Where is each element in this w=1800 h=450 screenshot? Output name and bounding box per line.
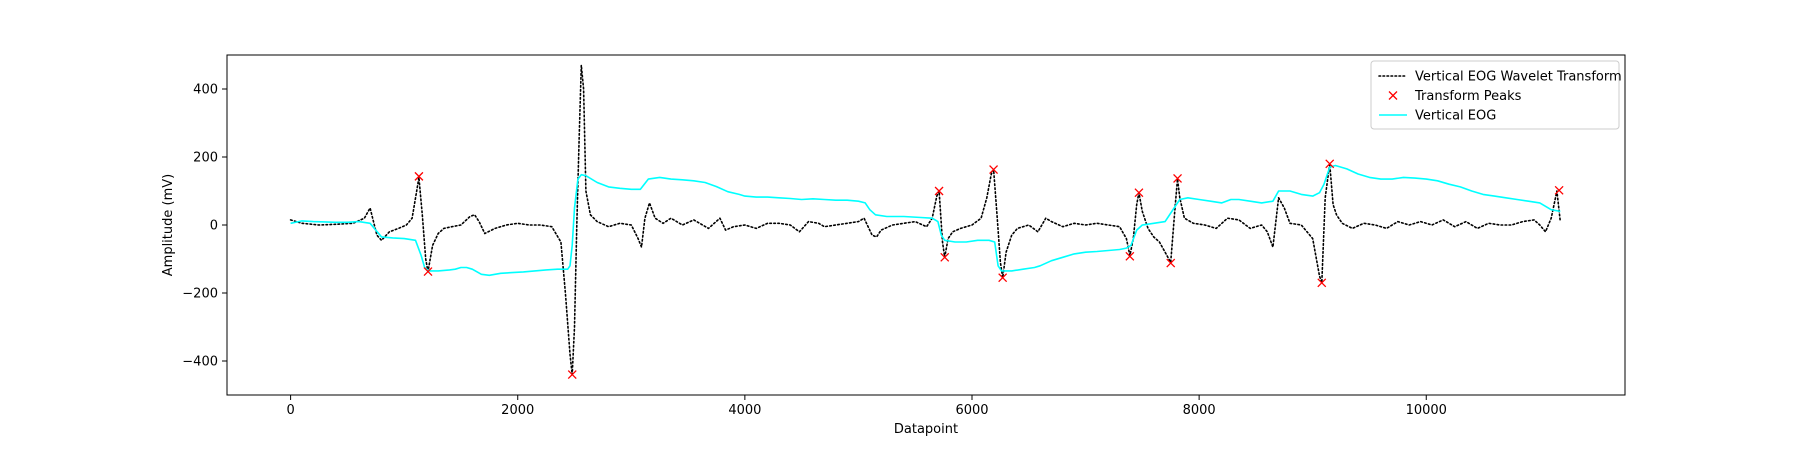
y-tick-label--400: −400 [182, 355, 218, 370]
peak-marker-5 [940, 252, 950, 262]
y-tick-label-400: 400 [193, 83, 218, 98]
series-vertical-eog-line [290, 164, 1561, 277]
legend-swatch-transform-peaks [1388, 91, 1398, 100]
x-tick-label-8000: 8000 [1183, 403, 1216, 418]
y-tick-label-200: 200 [193, 151, 218, 166]
series-layer [289, 64, 1564, 380]
peak-marker-8 [1125, 251, 1135, 261]
legend-label-vertical-eog-wavelet-transform: Vertical EOG Wavelet Transform [1415, 70, 1622, 85]
x-axis-label: Datapoint [894, 422, 958, 437]
peak-marker-3 [567, 370, 577, 380]
peak-marker-11 [1173, 173, 1183, 183]
x-tick-label-10000: 10000 [1406, 403, 1447, 418]
peak-marker-1 [414, 171, 424, 181]
peak-marker-12 [1317, 278, 1327, 288]
peak-marker-10 [1166, 258, 1176, 268]
series-transform-peaks [414, 159, 1564, 380]
peak-marker-9 [1134, 188, 1144, 198]
series-vertical-eog-wavelet-transform-line [289, 64, 1562, 376]
y-axis: −400 −200 0 200 400 [182, 83, 227, 370]
x-tick-label-6000: 6000 [955, 403, 988, 418]
peak-marker-13 [1325, 159, 1335, 169]
peak-marker-7 [998, 273, 1008, 283]
x-tick-label-4000: 4000 [728, 403, 761, 418]
y-tick-label--200: −200 [182, 287, 218, 302]
legend-label-transform-peaks: Transform Peaks [1414, 89, 1522, 104]
peak-marker-2 [423, 267, 433, 277]
y-axis-label: Amplitude (mV) [161, 174, 176, 276]
y-tick-label-0: 0 [210, 219, 218, 234]
peak-marker-6 [989, 165, 999, 175]
peak-marker-4 [934, 186, 944, 196]
x-tick-label-2000: 2000 [501, 403, 534, 418]
peak-marker-14 [1554, 185, 1564, 195]
x-tick-label-0: 0 [286, 403, 294, 418]
legend-box [1370, 60, 1620, 130]
legend: Vertical EOG Wavelet Transform Transform … [1370, 60, 1622, 130]
x-axis: 0 2000 4000 6000 8000 10000 [286, 395, 1447, 418]
legend-label-vertical-eog: Vertical EOG [1415, 109, 1496, 124]
